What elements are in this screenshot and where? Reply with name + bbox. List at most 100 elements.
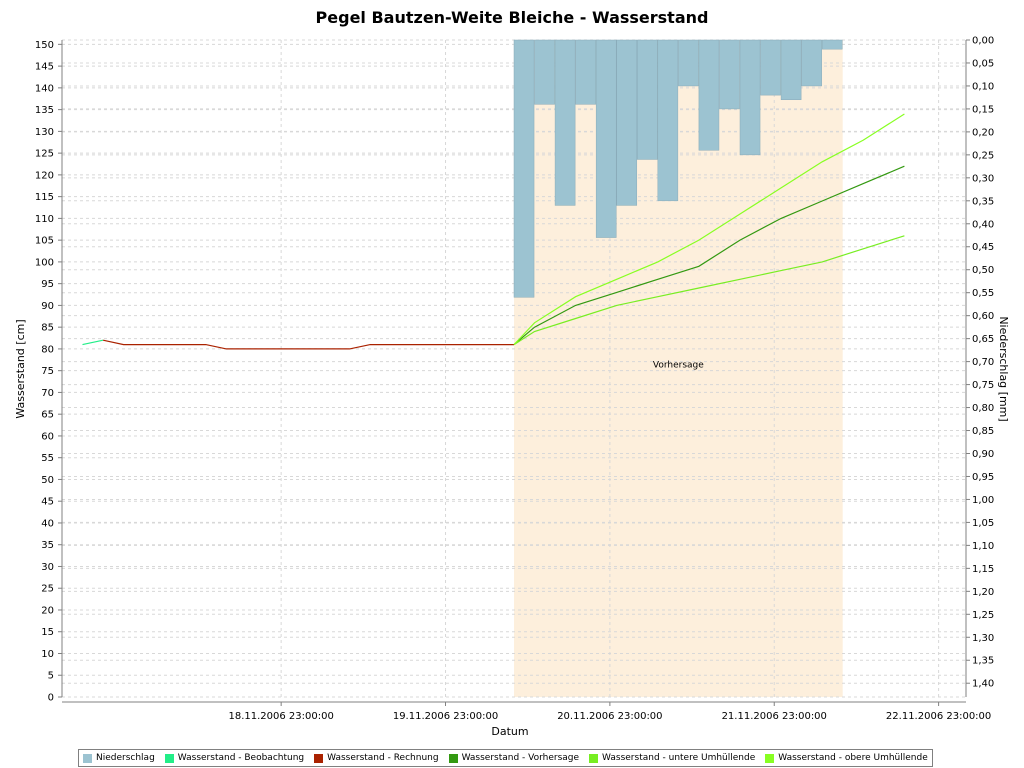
y2-tick-label: 1,05 bbox=[972, 518, 994, 529]
y-tick-label: 65 bbox=[41, 410, 54, 421]
series-line-wasserstand-obere-umh-llende bbox=[513, 113, 905, 346]
y2-tick-label: 1,40 bbox=[972, 679, 994, 690]
y2-tick-label: 0,25 bbox=[972, 150, 994, 161]
y-tick-label: 95 bbox=[41, 279, 54, 290]
y-tick-label: 35 bbox=[41, 540, 54, 551]
legend-item: Wasserstand - Beobachtung bbox=[164, 753, 305, 763]
y-tick-label: 75 bbox=[41, 366, 54, 377]
legend-label: Niederschlag bbox=[96, 753, 155, 763]
y-tick-label: 40 bbox=[41, 518, 54, 529]
series-line-wasserstand-untere-umh-llende bbox=[513, 235, 905, 346]
y-tick-label: 90 bbox=[41, 301, 54, 312]
precipitation-bar bbox=[760, 39, 781, 96]
y2-tick-label: 0,00 bbox=[972, 36, 994, 47]
y2-tick-label: 0,35 bbox=[972, 196, 994, 207]
y-axis-label: Wasserstand [cm] bbox=[14, 319, 27, 418]
precipitation-bar bbox=[616, 39, 638, 206]
legend-label: Wasserstand - Beobachtung bbox=[177, 753, 305, 763]
series-line-wasserstand-beobachtung bbox=[82, 339, 104, 346]
y-tick-label: 145 bbox=[35, 62, 54, 73]
y2-tick-label: 0,10 bbox=[972, 81, 994, 92]
y2-tick-label: 1,00 bbox=[972, 495, 994, 506]
y-tick-label: 15 bbox=[41, 627, 54, 638]
y2-tick-label: 1,10 bbox=[972, 541, 994, 552]
y2-tick-label: 0,85 bbox=[972, 426, 994, 437]
legend-label: Wasserstand - untere Umhüllende bbox=[602, 753, 756, 763]
y2-tick-label: 1,30 bbox=[972, 633, 994, 644]
precipitation-bar bbox=[575, 39, 596, 105]
x-tick-label: 19.11.2006 23:00:00 bbox=[393, 711, 498, 722]
y2-tick-label: 1,20 bbox=[972, 587, 994, 598]
legend-swatch bbox=[164, 753, 174, 763]
y2-tick-label: 0,45 bbox=[972, 242, 994, 253]
y-tick-label: 70 bbox=[41, 388, 54, 399]
chart-title: Pegel Bautzen-Weite Bleiche - Wasserstan… bbox=[316, 8, 709, 27]
legend-item: Wasserstand - obere Umhüllende bbox=[765, 753, 928, 763]
y2-tick-label: 0,30 bbox=[972, 173, 994, 184]
y-tick-label: 120 bbox=[35, 170, 54, 181]
y-tick-label: 85 bbox=[41, 323, 54, 334]
y-tick-label: 55 bbox=[41, 453, 54, 464]
x-tick-label: 20.11.2006 23:00:00 bbox=[557, 711, 662, 722]
precipitation-bar bbox=[698, 39, 720, 151]
legend-item: Wasserstand - Vorhersage bbox=[448, 753, 580, 763]
y-tick-label: 5 bbox=[48, 671, 54, 682]
y-tick-label: 110 bbox=[35, 214, 54, 225]
x-axis-label: Datum bbox=[491, 725, 528, 738]
legend-item: Wasserstand - untere Umhüllende bbox=[589, 753, 755, 763]
y-tick-label: 80 bbox=[41, 344, 54, 355]
legend-label: Wasserstand - Rechnung bbox=[327, 753, 439, 763]
y2-axis-label: Niederschlag [mm] bbox=[997, 316, 1010, 421]
y-tick-label: 140 bbox=[35, 83, 54, 94]
y-tick-label: 105 bbox=[35, 236, 54, 247]
y2-tick-label: 0,20 bbox=[972, 127, 994, 138]
legend-item: Niederschlag bbox=[83, 753, 155, 763]
y2-tick-label: 0,90 bbox=[972, 449, 994, 460]
legend: Niederschlag Wasserstand - Beobachtung Was… bbox=[78, 749, 933, 767]
legend-label: Wasserstand - Vorhersage bbox=[461, 753, 580, 763]
y-tick-label: 25 bbox=[41, 584, 54, 595]
y-tick-label: 130 bbox=[35, 127, 54, 138]
y-tick-label: 30 bbox=[41, 562, 54, 573]
y2-tick-label: 0,15 bbox=[972, 104, 994, 115]
y2-tick-label: 0,95 bbox=[972, 472, 994, 483]
y2-tick-label: 0,55 bbox=[972, 288, 994, 299]
precipitation-bar bbox=[534, 39, 555, 105]
legend-swatch bbox=[314, 753, 324, 763]
y-tick-label: 50 bbox=[41, 475, 54, 486]
precipitation-bar bbox=[801, 39, 822, 87]
precipitation-bar bbox=[595, 39, 617, 238]
precipitation-bar bbox=[821, 39, 843, 50]
precipitation-bar bbox=[513, 39, 535, 298]
legend-swatch bbox=[448, 753, 458, 763]
y-tick-label: 0 bbox=[48, 693, 54, 704]
y-tick-label: 20 bbox=[41, 605, 54, 616]
y2-tick-label: 0,05 bbox=[972, 58, 994, 69]
chart: Pegel Bautzen-Weite Bleiche - Wasserstan… bbox=[14, 8, 1010, 738]
legend-label: Wasserstand - obere Umhüllende bbox=[778, 753, 928, 763]
y2-tick-label: 0,40 bbox=[972, 219, 994, 230]
y-tick-label: 150 bbox=[35, 40, 54, 51]
precipitation-bar bbox=[637, 39, 658, 160]
y-tick-label: 100 bbox=[35, 257, 54, 268]
precipitation-bar bbox=[780, 39, 802, 100]
precipitation-bar bbox=[678, 39, 699, 87]
forecast-label: Vorhersage bbox=[653, 361, 704, 371]
y-tick-label: 135 bbox=[35, 105, 54, 116]
y2-tick-label: 0,70 bbox=[972, 357, 994, 368]
y-tick-label: 115 bbox=[35, 192, 54, 203]
precipitation-bar bbox=[657, 39, 679, 202]
legend-swatch bbox=[83, 753, 92, 763]
y-tick-label: 10 bbox=[41, 649, 54, 660]
x-tick-label: 18.11.2006 23:00:00 bbox=[228, 711, 333, 722]
precipitation-bar bbox=[554, 39, 576, 206]
series-line-wasserstand-vorhersage bbox=[513, 165, 905, 346]
y2-tick-label: 1,15 bbox=[972, 564, 994, 575]
legend-swatch bbox=[589, 753, 599, 763]
y2-tick-label: 1,25 bbox=[972, 610, 994, 621]
x-tick-label: 22.11.2006 23:00:00 bbox=[886, 711, 991, 722]
y-tick-label: 125 bbox=[35, 149, 54, 160]
legend-swatch bbox=[765, 753, 775, 763]
precipitation-bar bbox=[719, 39, 740, 110]
y-tick-label: 45 bbox=[41, 497, 54, 508]
